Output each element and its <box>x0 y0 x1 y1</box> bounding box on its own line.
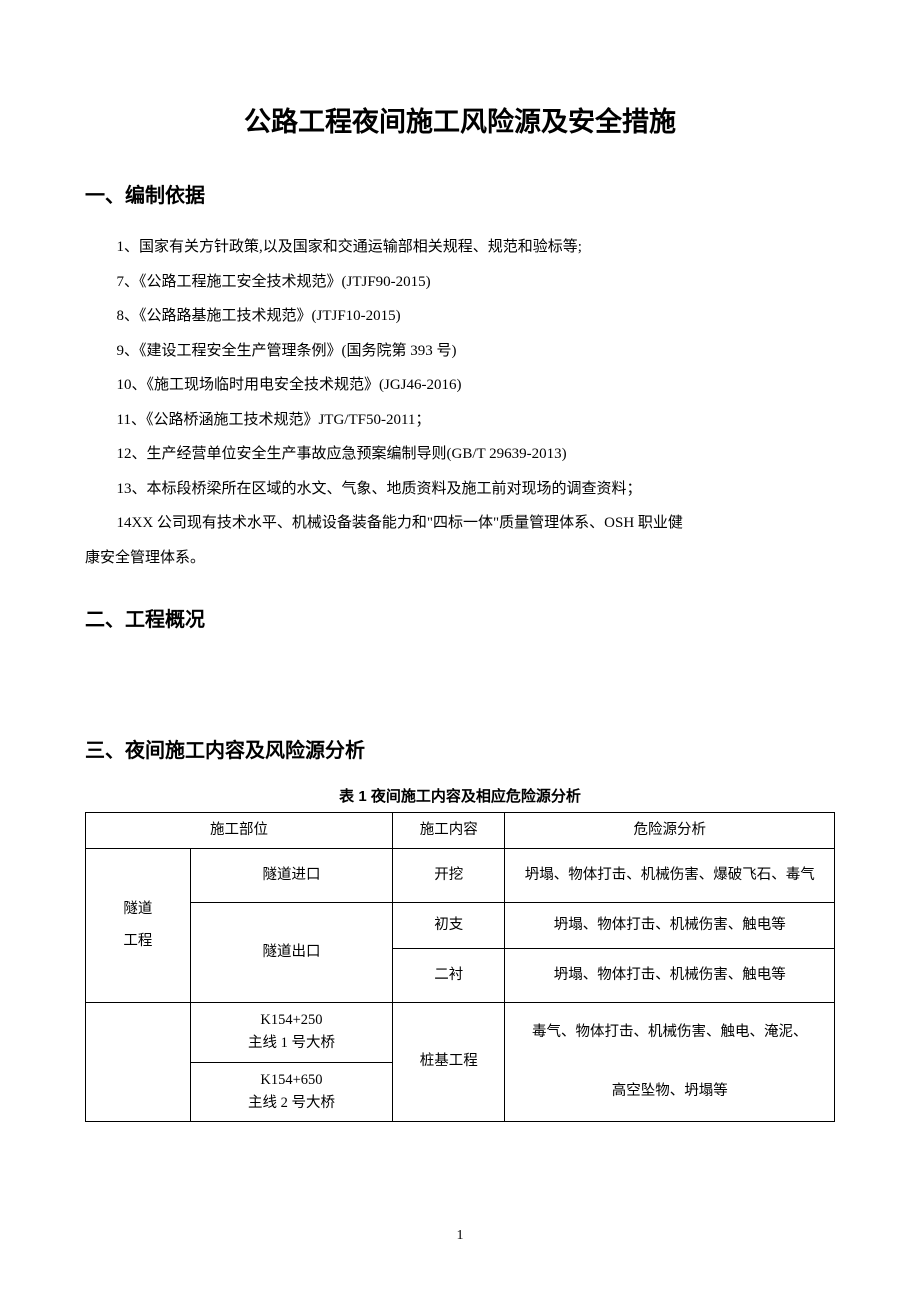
section-3-heading: 三、夜间施工内容及风险源分析 <box>85 734 835 763</box>
risk-analysis-table: 施工部位 施工内容 危险源分析 隧道 工程 隧道进口 开挖 坍塌、物体打击、机械… <box>85 812 835 1122</box>
bridge-1-name: 主线 1 号大桥 <box>248 1035 335 1051</box>
section-1-heading: 一、编制依据 <box>85 179 835 208</box>
cell-excavation: 开挖 <box>393 849 505 903</box>
table-row: 隧道出口 初支 坍塌、物体打击、机械伤害、触电等 <box>86 903 835 949</box>
cell-risk-2: 坍塌、物体打击、机械伤害、触电等 <box>505 903 835 949</box>
cell-tunnel-project: 隧道 工程 <box>86 849 191 1003</box>
bridge-2-stake: K154+650 <box>260 1072 322 1088</box>
section-2-heading: 二、工程概况 <box>85 603 835 632</box>
basis-item-9: 9、《建设工程安全生产管理条例》(国务院第 393 号) <box>85 334 835 369</box>
page-number: 1 <box>0 1228 920 1244</box>
basis-item-12: 12、生产经营单位安全生产事故应急预案编制导则(GB/T 29639-2013) <box>85 437 835 472</box>
cell-tunnel-exit: 隧道出口 <box>190 903 392 1003</box>
cell-pile-engineering: 桩基工程 <box>393 1003 505 1122</box>
bridge-1-stake: K154+250 <box>260 1012 322 1028</box>
basis-item-13: 13、本标段桥梁所在区域的水文、气象、地质资料及施工前对现场的调查资料； <box>85 472 835 507</box>
header-risk-analysis: 危险源分析 <box>505 813 835 849</box>
basis-item-14-line2: 康安全管理体系。 <box>85 541 835 576</box>
table-row: 隧道 工程 隧道进口 开挖 坍塌、物体打击、机械伤害、爆破飞石、毒气 <box>86 849 835 903</box>
basis-item-7: 7、《公路工程施工安全技术规范》(JTJF90-2015) <box>85 265 835 300</box>
header-construction-part: 施工部位 <box>86 813 393 849</box>
table-header-row: 施工部位 施工内容 危险源分析 <box>86 813 835 849</box>
cell-initial-support: 初支 <box>393 903 505 949</box>
basis-item-14-line1: 14XX 公司现有技术水平、机械设备装备能力和"四标一体"质量管理体系、OSH … <box>85 506 835 541</box>
table-caption: 表 1 夜间施工内容及相应危险源分析 <box>85 785 835 806</box>
bridge-2-name: 主线 2 号大桥 <box>248 1095 335 1111</box>
cell-bridge-project <box>86 1003 191 1122</box>
cell-secondary-lining: 二衬 <box>393 949 505 1003</box>
basis-item-10: 10、《施工现场临时用电安全技术规范》(JGJ46-2016) <box>85 368 835 403</box>
cell-bridge-1: K154+250 主线 1 号大桥 <box>190 1003 392 1062</box>
table-row: K154+250 主线 1 号大桥 桩基工程 毒气、物体打击、机械伤害、触电、淹… <box>86 1003 835 1062</box>
cell-risk-4a: 毒气、物体打击、机械伤害、触电、淹泥、 <box>505 1003 835 1062</box>
header-construction-content: 施工内容 <box>393 813 505 849</box>
cell-bridge-2: K154+650 主线 2 号大桥 <box>190 1062 392 1121</box>
basis-item-8: 8、《公路路基施工技术规范》(JTJF10-2015) <box>85 299 835 334</box>
section-2-blank <box>85 654 835 706</box>
cell-tunnel-entrance: 隧道进口 <box>190 849 392 903</box>
basis-item-1: 1、国家有关方针政策,以及国家和交通运输部相关规程、规范和验标等; <box>85 230 835 265</box>
cell-risk-4b: 高空坠物、坍塌等 <box>505 1062 835 1121</box>
cell-risk-1: 坍塌、物体打击、机械伤害、爆破飞石、毒气 <box>505 849 835 903</box>
basis-item-11: 11、《公路桥涵施工技术规范》JTG/TF50-2011； <box>85 403 835 438</box>
document-title: 公路工程夜间施工风险源及安全措施 <box>85 100 835 139</box>
cell-risk-3: 坍塌、物体打击、机械伤害、触电等 <box>505 949 835 1003</box>
